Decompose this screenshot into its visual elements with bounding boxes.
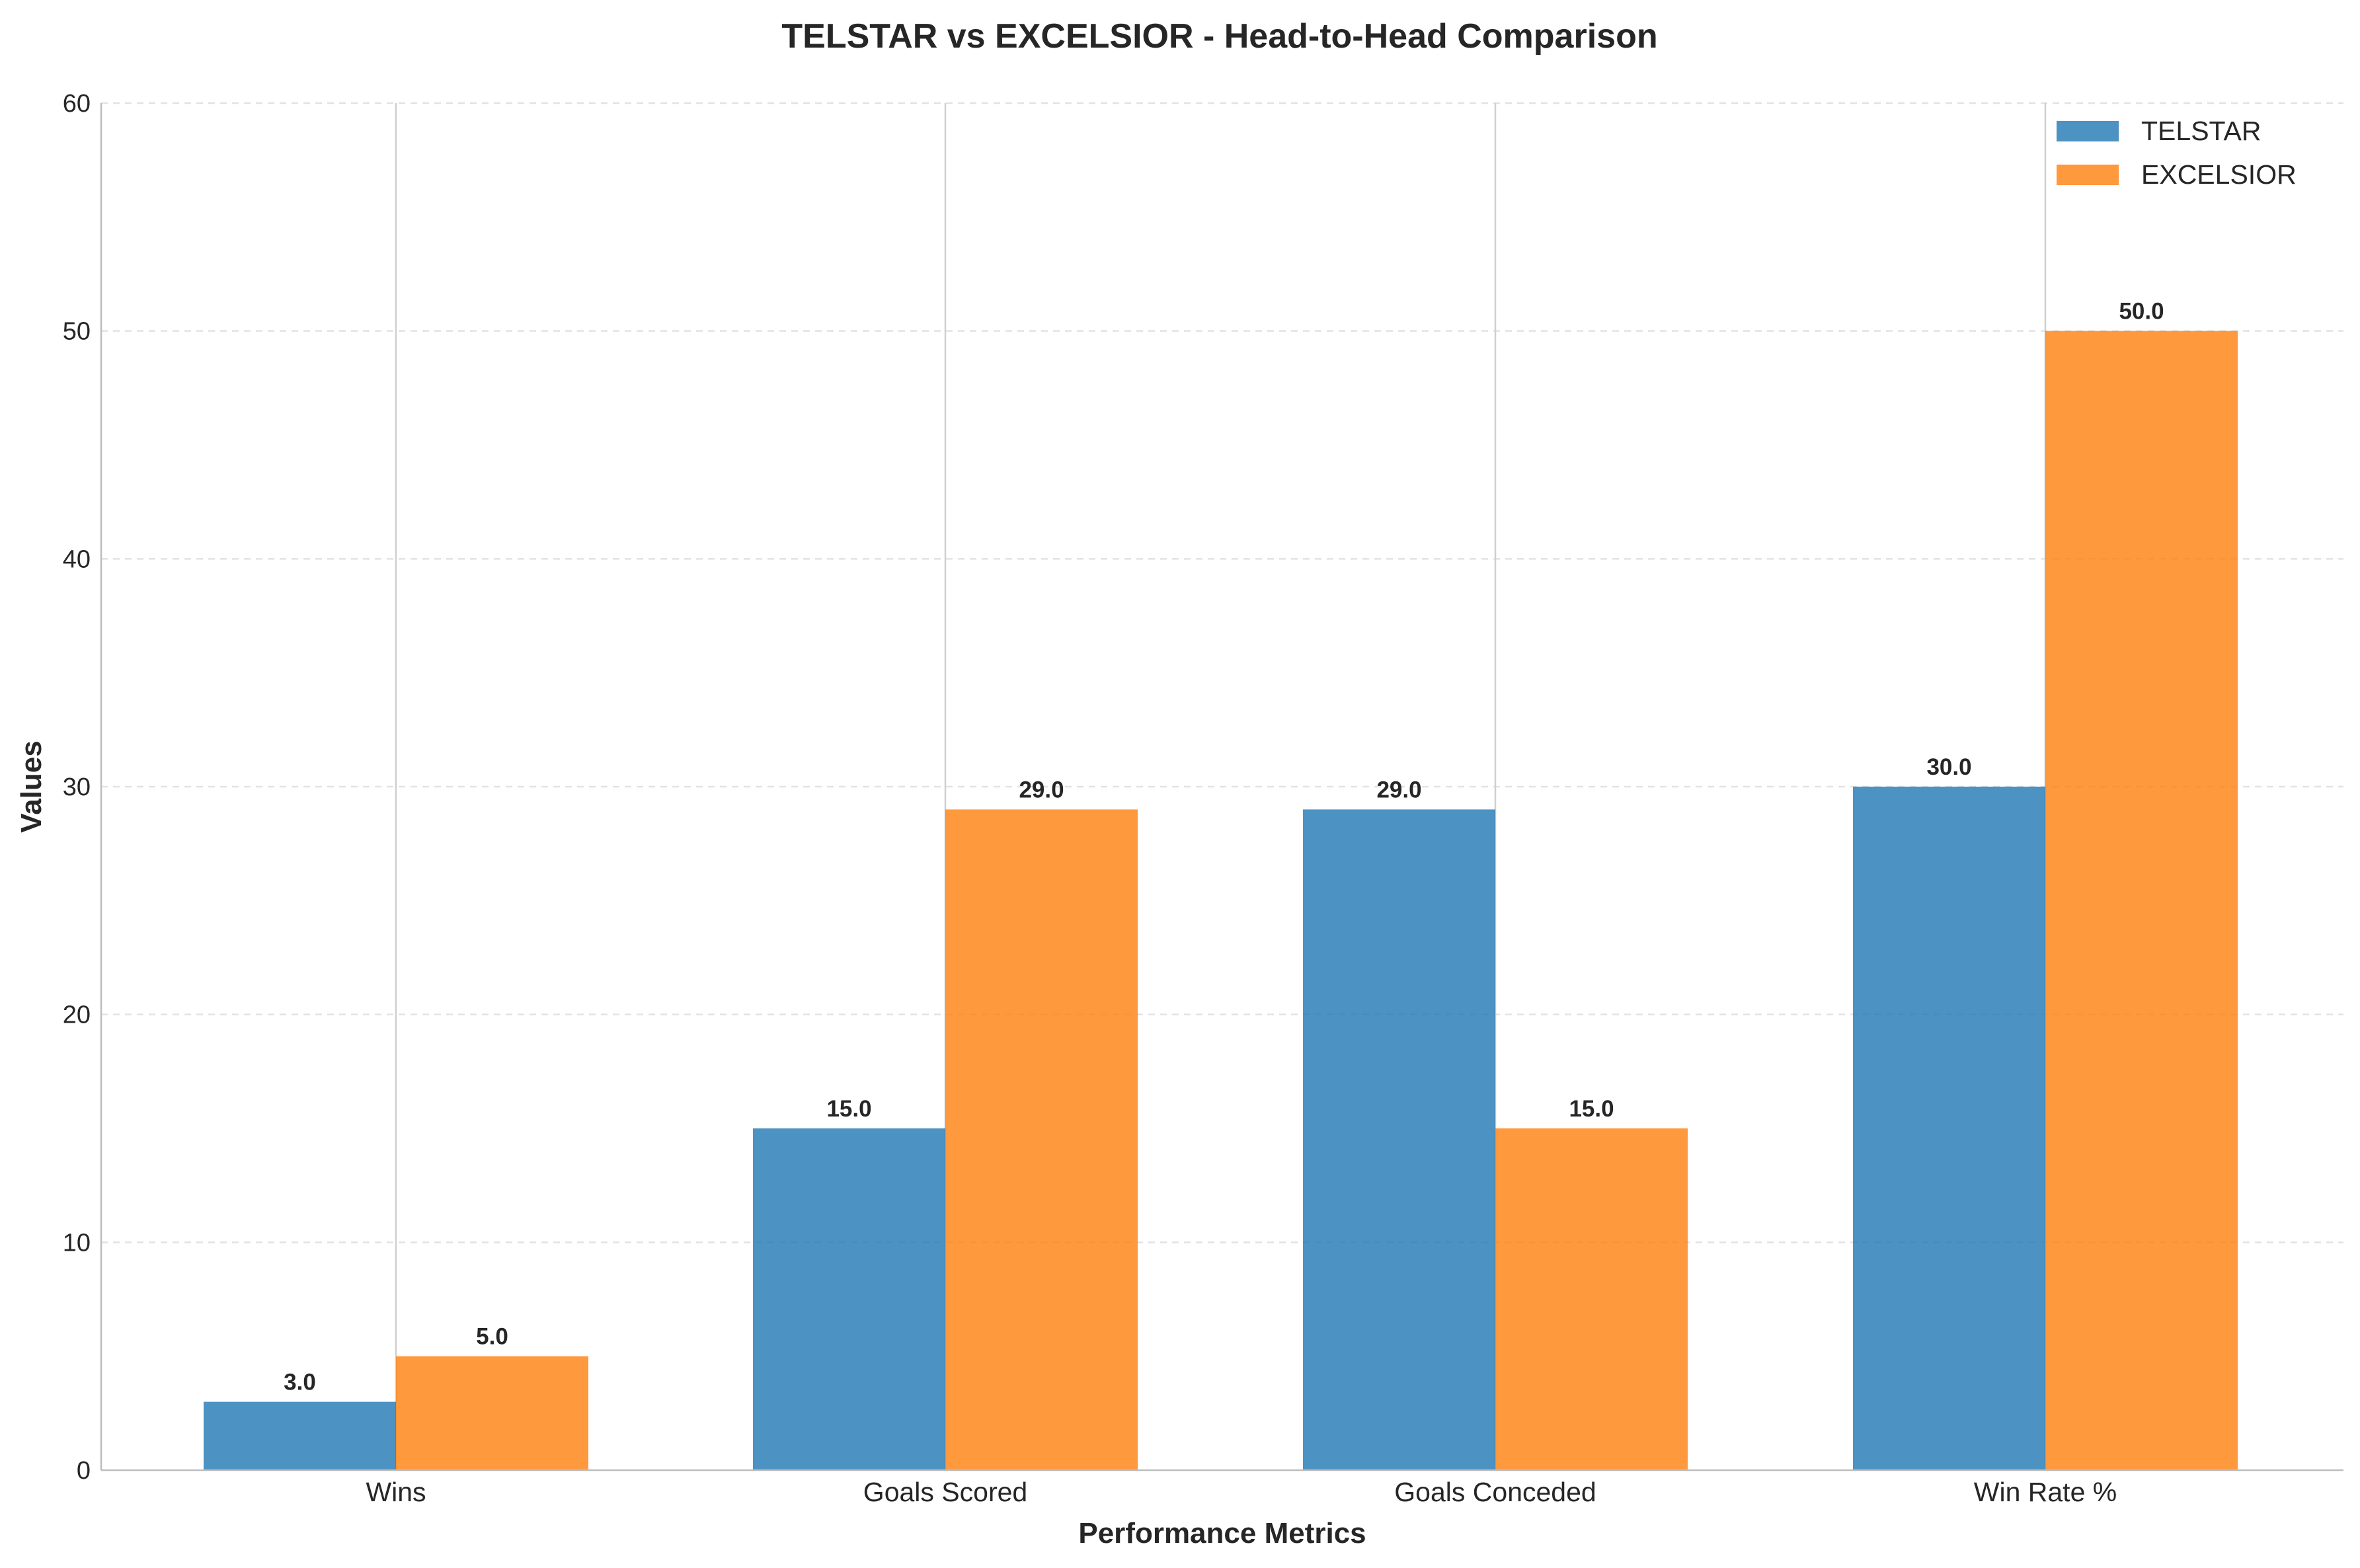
x-tick-label: Goals Scored [863,1477,1027,1507]
legend-label: TELSTAR [2141,116,2262,146]
bar [753,1128,945,1470]
data-label: 50.0 [2119,299,2164,325]
data-label: 5.0 [476,1324,508,1350]
axes [100,103,2343,1471]
bar [1303,809,1495,1470]
chart-title: TELSTAR vs EXCELSIOR - Head-to-Head Comp… [781,17,1657,56]
y-tick-label: 0 [77,1457,91,1485]
legend: TELSTAR EXCELSIOR [2057,116,2297,190]
legend-swatch [2057,121,2119,141]
x-tick-label: Win Rate % [1974,1477,2117,1507]
x-tick-label: Goals Conceded [1394,1477,1596,1507]
bars [204,331,2238,1471]
x-tick-label: Wins [366,1477,426,1507]
y-tick-label: 30 [63,773,91,801]
bar [945,809,1138,1470]
bar [396,1356,588,1470]
data-label: 15.0 [1569,1096,1614,1122]
value-labels: 3.0 15.0 29.0 30.0 5.0 29.0 15.0 50.0 [284,299,2164,1395]
y-tick-label: 10 [63,1229,91,1257]
x-tick-labels: Wins Goals Scored Goals Conceded Win Rate % [366,1477,2117,1507]
bar [1495,1128,1688,1470]
y-tick-label: 60 [63,90,91,118]
x-axis-label: Performance Metrics [1078,1517,1366,1549]
y-tick-labels: 0 10 20 30 40 50 60 [63,90,91,1485]
bar [1853,787,2045,1470]
data-label: 15.0 [826,1096,871,1122]
y-axis-label: Values [15,740,48,832]
data-label: 29.0 [1019,777,1064,803]
bar [2045,331,2238,1471]
legend-swatch [2057,165,2119,185]
data-label: 3.0 [284,1370,316,1395]
y-tick-label: 40 [63,545,91,573]
y-tick-label: 20 [63,1001,91,1029]
y-tick-label: 50 [63,318,91,346]
bar [204,1401,396,1470]
data-label: 30.0 [1926,754,1971,780]
data-label: 29.0 [1376,777,1421,803]
legend-label: EXCELSIOR [2141,159,2297,190]
